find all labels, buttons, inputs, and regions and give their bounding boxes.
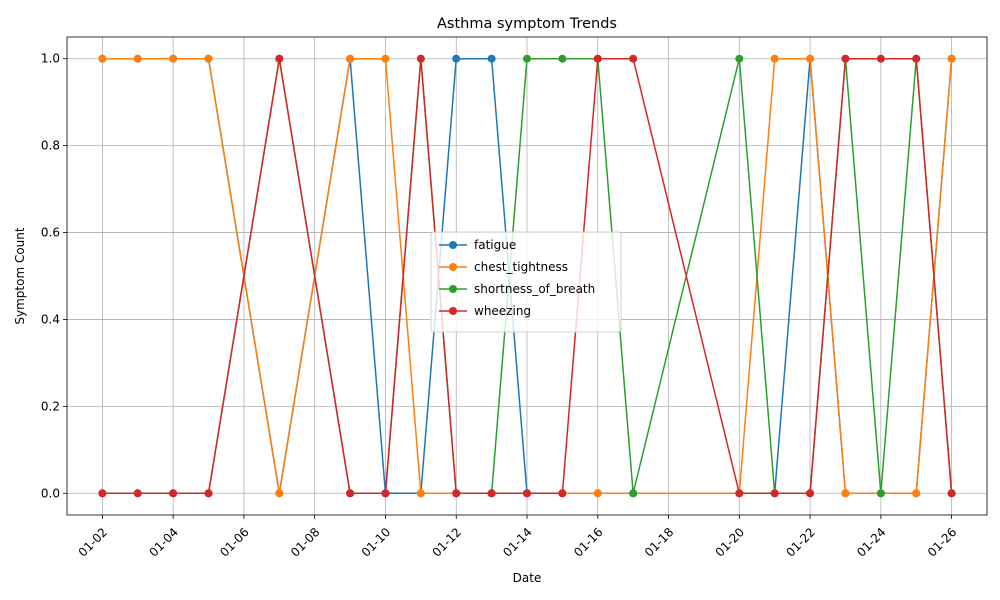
legend: fatigue chest_tightness shortness_of_breat… [430, 231, 622, 333]
legend-label: chest_tightness [474, 260, 568, 274]
data-point [806, 54, 815, 63]
y-tick-label: 0.8 [41, 139, 60, 153]
data-point [629, 489, 638, 498]
data-point [912, 54, 921, 63]
data-point [204, 54, 213, 63]
data-point [487, 489, 496, 498]
data-point [523, 54, 531, 63]
data-point [452, 54, 461, 63]
legend-label: fatigue [474, 238, 516, 252]
data-point [735, 489, 744, 498]
data-point [204, 489, 213, 498]
data-point [593, 489, 602, 498]
legend-marker [449, 285, 457, 293]
data-point [912, 489, 921, 498]
data-point [98, 54, 107, 63]
data-point [947, 489, 956, 498]
legend-marker [449, 307, 457, 315]
data-point [346, 489, 355, 498]
data-point [558, 54, 567, 63]
data-point [629, 54, 638, 63]
data-point [98, 489, 107, 498]
data-point [416, 489, 425, 498]
data-point [381, 54, 390, 63]
legend-label: wheezing [474, 304, 531, 318]
legend-marker [449, 241, 457, 249]
y-tick-label: 0.2 [41, 399, 60, 413]
y-tick-label: 0.6 [41, 226, 60, 240]
legend-label: shortness_of_breath [474, 282, 595, 296]
data-point [841, 489, 850, 498]
data-point [947, 54, 956, 63]
legend-marker [449, 263, 457, 271]
data-point [593, 54, 602, 63]
legend-item-chest_tightness: chest_tightness [439, 260, 568, 274]
data-point [487, 54, 496, 63]
data-point [558, 489, 567, 498]
legend-item-shortness_of_breath: shortness_of_breath [439, 282, 595, 296]
y-tick-label: 1.0 [41, 52, 60, 66]
data-point [523, 489, 531, 498]
data-point [133, 54, 142, 63]
data-point [452, 489, 461, 498]
y-tick-label: 0.4 [41, 312, 60, 326]
data-point [770, 489, 779, 498]
data-point [275, 489, 284, 498]
y-tick-label: 0.0 [41, 486, 60, 500]
y-axis-ticks: 0.0 0.2 0.4 0.6 0.8 1.0 [41, 52, 67, 500]
legend-box [430, 231, 622, 333]
chart-title: Asthma symptom Trends [437, 16, 617, 32]
data-point [169, 54, 178, 63]
data-point [841, 54, 850, 63]
data-point [770, 54, 779, 63]
data-point [133, 489, 142, 498]
series-wheezing [98, 54, 956, 498]
x-axis-title: Date [513, 571, 542, 585]
data-point [275, 54, 284, 63]
data-point [381, 489, 390, 498]
data-point [806, 489, 815, 498]
data-point [876, 54, 885, 63]
data-point [169, 489, 178, 498]
data-point [735, 54, 744, 63]
data-point [416, 54, 425, 63]
data-point [876, 489, 885, 498]
series-lines [98, 54, 956, 498]
legend-item-wheezing: wheezing [439, 304, 531, 318]
legend-item-fatigue: fatigue [439, 238, 516, 252]
data-point [346, 54, 355, 63]
y-axis-title: Symptom Count [13, 227, 27, 325]
